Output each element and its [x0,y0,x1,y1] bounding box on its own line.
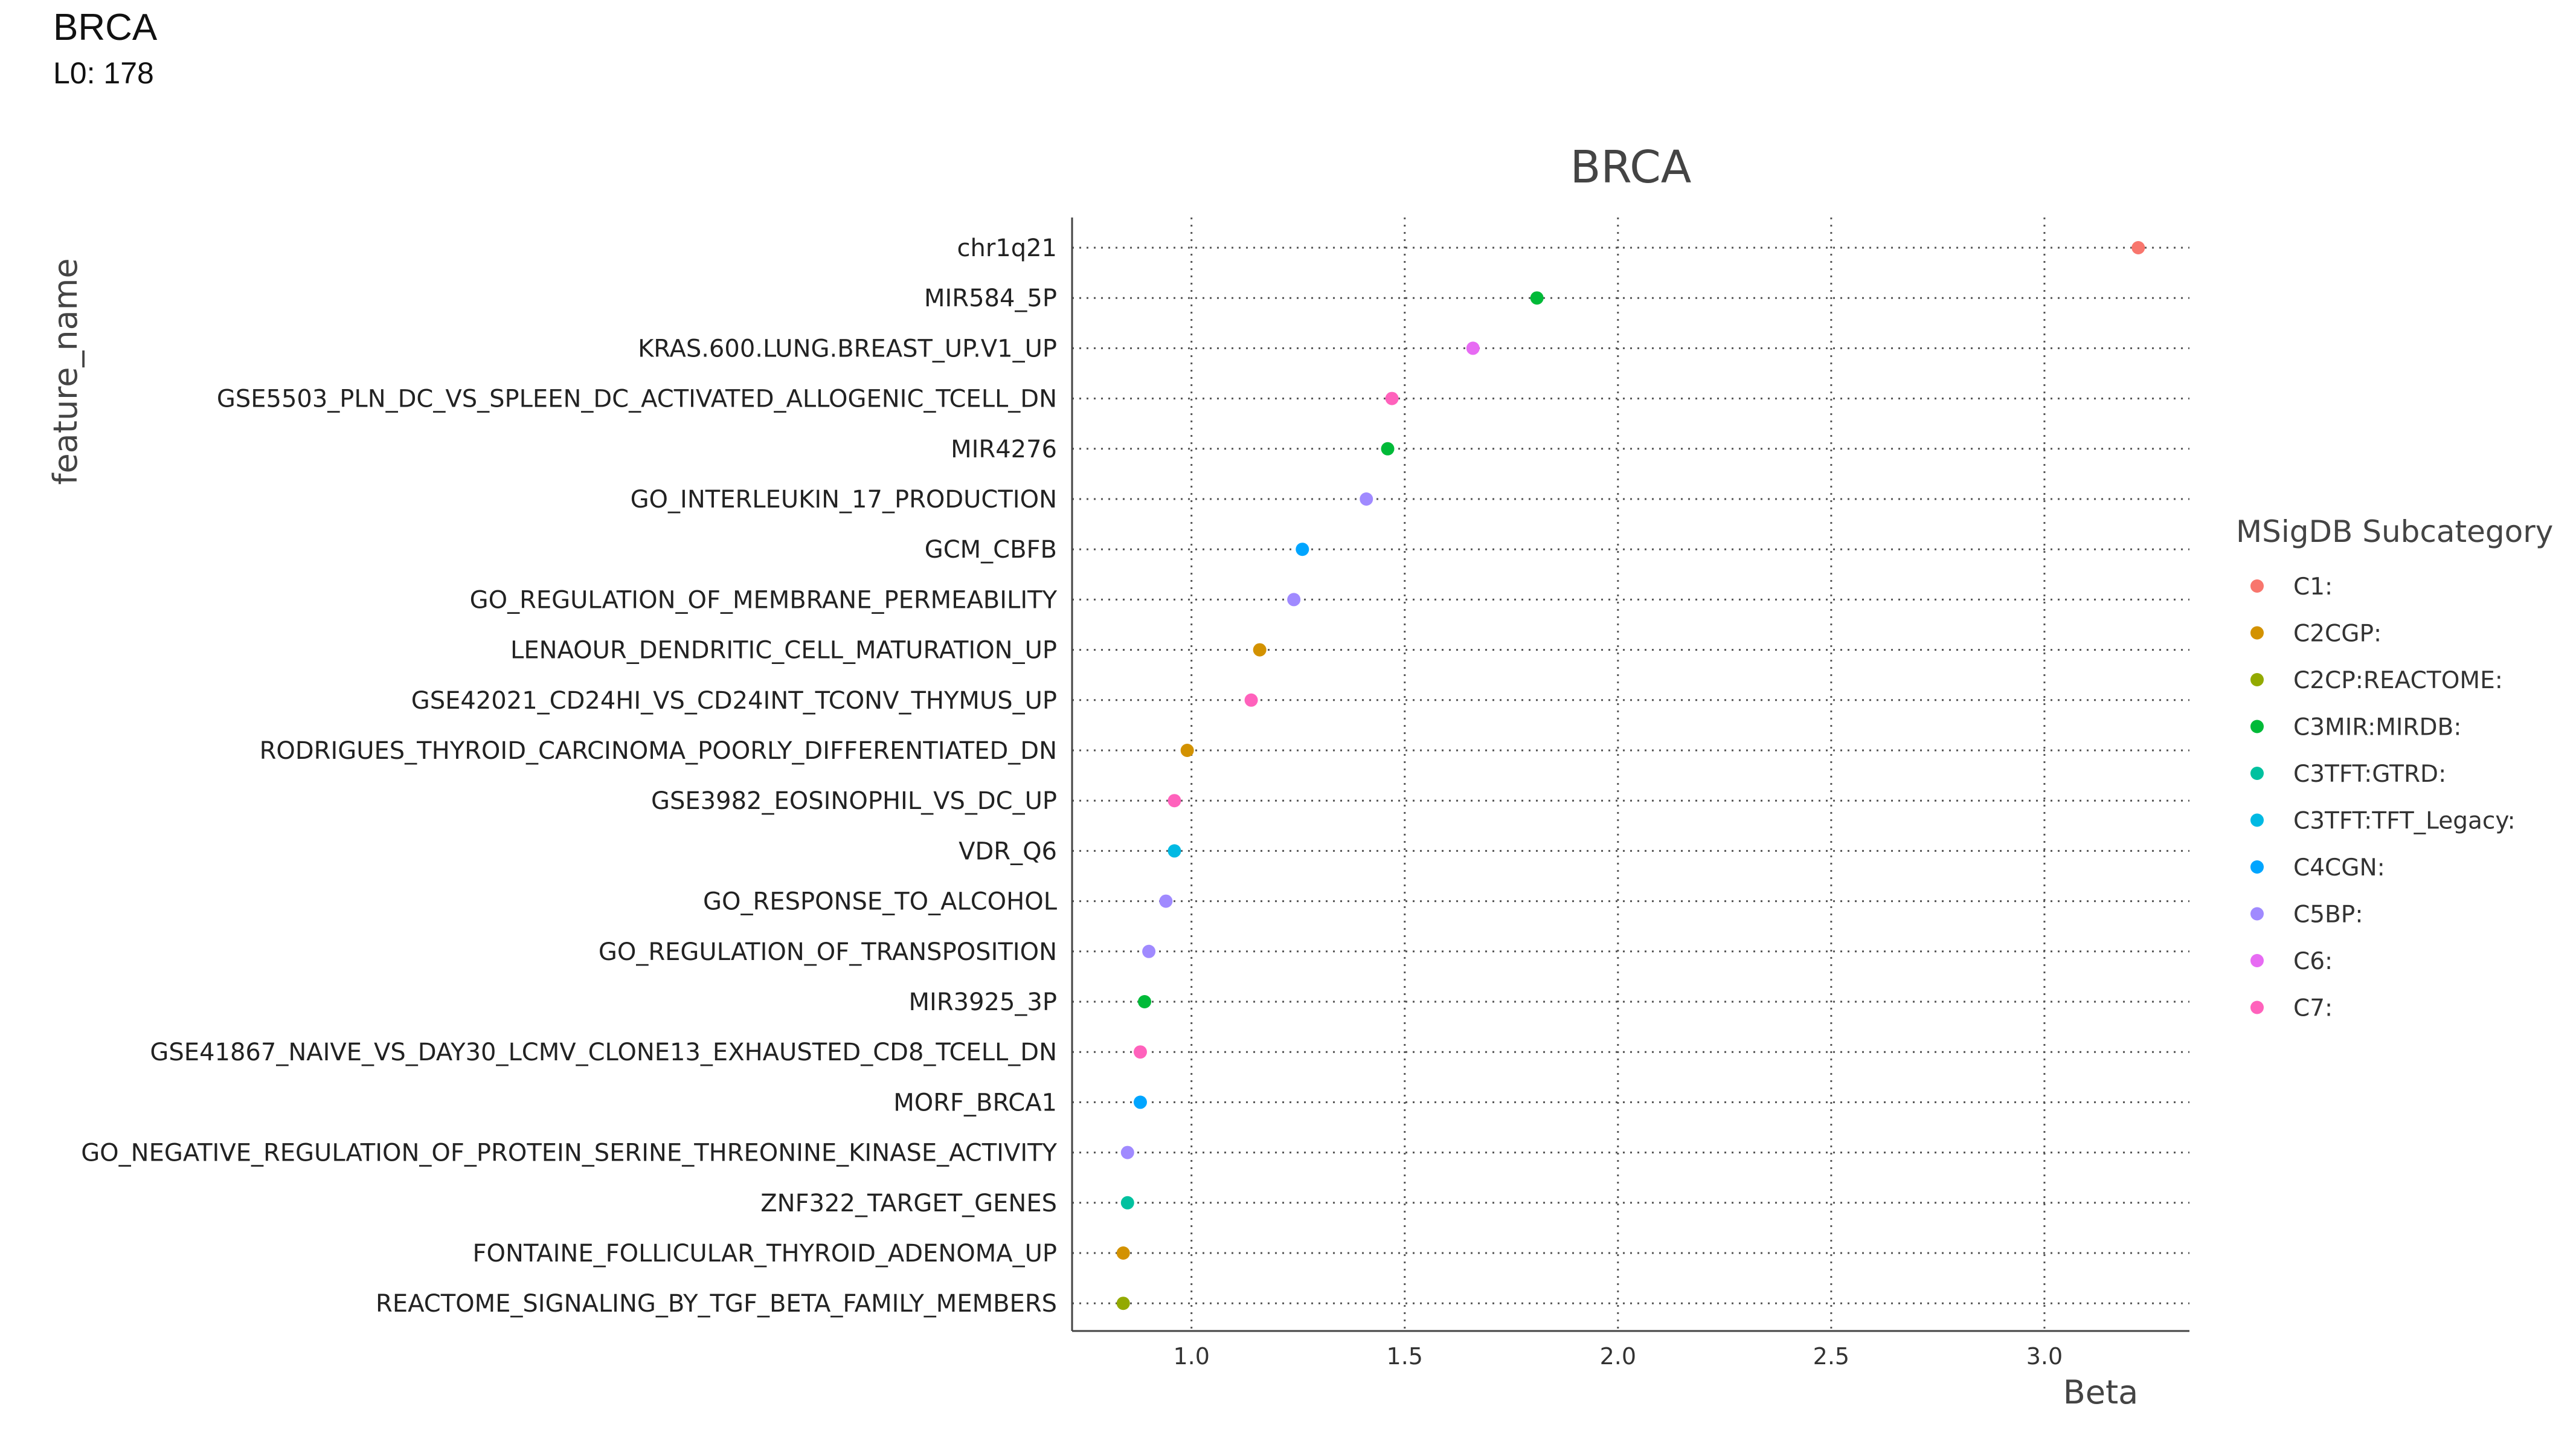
legend-title: MSigDB Subcategory [2236,514,2553,549]
x-tick-label: 1.5 [1387,1343,1423,1370]
legend-label: C3MIR:MIRDB: [2293,714,2461,741]
data-point [1296,543,1309,556]
legend-label: C2CP:REACTOME: [2293,667,2503,694]
y-tick-label: KRAS.600.LUNG.BREAST_UP.V1_UP [638,335,1057,362]
data-point [1466,341,1480,355]
data-point [1116,1246,1130,1260]
y-tick-label: GSE5503_PLN_DC_VS_SPLEEN_DC_ACTIVATED_AL… [217,385,1057,413]
page-title: BRCA [53,7,158,48]
y-tick-label: GCM_CBFB [925,536,1057,564]
legend-label: C5BP: [2293,901,2363,929]
data-point [1168,794,1181,808]
axis-layer [1071,218,2189,1332]
legend-label: C7: [2293,995,2333,1022]
legend-swatch [2250,1000,2264,1014]
y-axis-label: feature_name [47,258,85,485]
data-point [1180,744,1194,757]
legend: MSigDB Subcategory C1: C2CGP: C2CP:REACTOM… [2236,514,2553,1022]
data-point [1142,944,1156,958]
y-tick-label: GO_REGULATION_OF_MEMBRANE_PERMEABILITY [470,586,1058,614]
y-tick-label: MIR4276 [951,436,1057,463]
chart-title: BRCA [1570,141,1692,193]
data-point [1360,492,1373,506]
x-axis-label: Beta [2063,1373,2139,1411]
legend-swatch [2250,720,2264,733]
legend-label: C3TFT:TFT_Legacy: [2293,808,2516,835]
data-point [1287,593,1301,607]
legend-label: C2CGP: [2293,620,2382,648]
legend-swatch [2250,579,2264,593]
x-tick-label: 2.5 [1813,1343,1849,1370]
legend-swatch [2250,907,2264,921]
legend-swatch [2250,626,2264,640]
y-tick-label: GO_INTERLEUKIN_17_PRODUCTION [631,486,1057,514]
legend-label: C3TFT:GTRD: [2293,761,2446,788]
y-tick-label: GSE41867_NAIVE_VS_DAY30_LCMV_CLONE13_EXH… [150,1039,1057,1066]
y-tick-label: MIR3925_3P [909,988,1057,1016]
data-point [1133,1095,1147,1109]
legend-swatch [2250,860,2264,874]
y-tick-labels: chr1q21 MIR584_5P KRAS.600.LUNG.BREAST_UP.… [81,234,1058,1318]
y-tick-label: MORF_BRCA1 [893,1089,1057,1116]
data-points [1116,241,2145,1310]
x-tick-label: 3.0 [2026,1343,2063,1370]
data-point [1530,291,1544,305]
data-point [1385,392,1399,405]
y-tick-label: VDR_Q6 [959,837,1057,865]
y-tick-label: chr1q21 [957,234,1057,262]
data-point [1120,1146,1134,1159]
y-tick-label: RODRIGUES_THYROID_CARCINOMA_POORLY_DIFFE… [260,737,1057,765]
data-point [1244,693,1258,707]
legend-label: C4CGN: [2293,854,2385,881]
y-tick-label: MIR584_5P [924,285,1057,312]
data-point [1168,844,1181,858]
data-point [1133,1045,1147,1059]
x-tick-label: 2.0 [1600,1343,1636,1370]
legend-swatch [2250,767,2264,780]
data-point [1253,643,1267,657]
y-tick-label: FONTAINE_FOLLICULAR_THYROID_ADENOMA_UP [473,1240,1057,1268]
data-point [1381,442,1395,456]
y-tick-label: GO_REGULATION_OF_TRANSPOSITION [599,938,1057,966]
legend-swatch [2250,673,2264,686]
y-tick-label: ZNF322_TARGET_GENES [760,1190,1057,1217]
data-point [2131,241,2145,254]
data-point [1159,894,1173,908]
data-point [1138,995,1152,1008]
y-tick-label: LENAOUR_DENDRITIC_CELL_MATURATION_UP [510,637,1057,665]
y-tick-label: GSE3982_EOSINOPHIL_VS_DC_UP [651,787,1057,815]
x-tick-label: 1.0 [1173,1343,1209,1370]
data-point [1120,1196,1134,1210]
legend-label: C1: [2293,573,2333,601]
x-tick-labels: 1.0 1.5 2.0 2.5 3.0 [1173,1343,2063,1370]
y-tick-label: GO_RESPONSE_TO_ALCOHOL [703,888,1058,916]
y-tick-label: GO_NEGATIVE_REGULATION_OF_PROTEIN_SERINE… [81,1139,1057,1167]
grid-layer [1072,218,2189,1331]
page-subtitle: L0: 178 [53,56,154,90]
legend-swatch [2250,954,2264,967]
y-tick-label: REACTOME_SIGNALING_BY_TGF_BETA_FAMILY_ME… [376,1290,1057,1318]
legend-swatch [2250,813,2264,827]
data-point [1116,1297,1130,1310]
legend-label: C6: [2293,948,2333,975]
y-tick-label: GSE42021_CD24HI_VS_CD24INT_TCONV_THYMUS_… [411,687,1057,715]
